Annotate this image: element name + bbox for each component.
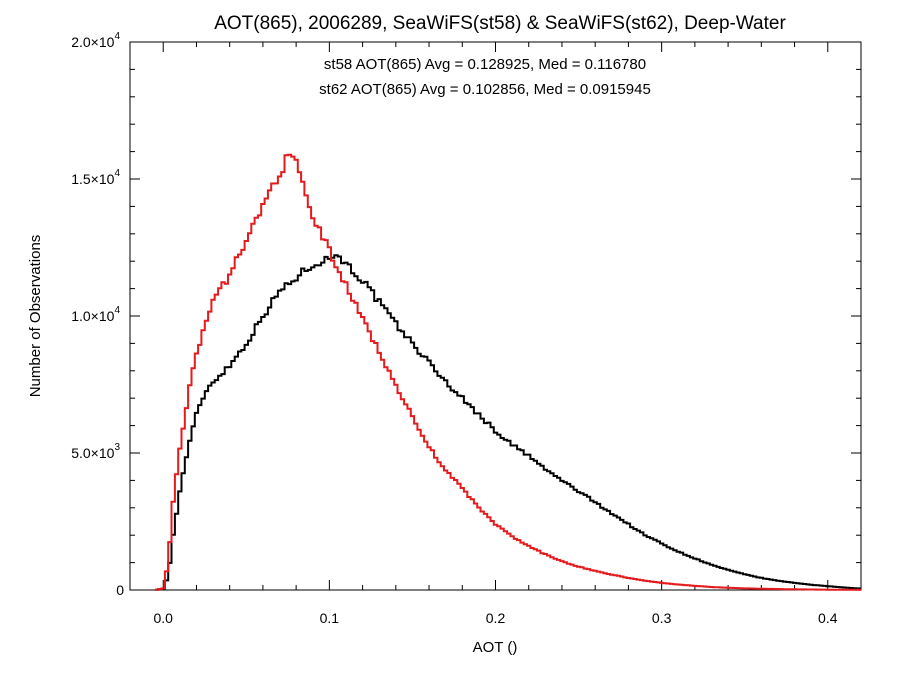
x-tick-label: 0.2 [486, 610, 506, 626]
series-line-1 [154, 153, 861, 591]
y-tick-label: 0 [116, 582, 124, 598]
series-lines [154, 153, 861, 591]
annotation-st58: st58 AOT(865) Avg = 0.128925, Med = 0.11… [324, 56, 646, 73]
series-line-0 [154, 254, 861, 591]
chart-title: AOT(865), 2006289, SeaWiFS(st58) & SeaWi… [214, 13, 786, 34]
plot-frame [129, 41, 862, 591]
annotation-st62: st62 AOT(865) Avg = 0.102856, Med = 0.09… [319, 81, 651, 98]
y-tick-label: 2.0×104 [71, 31, 120, 50]
x-tick-label: 0.4 [818, 610, 838, 626]
y-tick-labels: 0 5.0×103 1.0×104 1.5×104 2.0×104 [71, 31, 124, 598]
x-tick-label: 0.1 [320, 610, 340, 626]
axis-ticks [129, 41, 862, 591]
x-tick-labels: 0.0 0.1 0.2 0.3 0.4 [153, 610, 837, 626]
plot-border [129, 41, 862, 591]
x-tick-label: 0.3 [652, 610, 672, 626]
x-tick-label: 0.0 [153, 610, 173, 626]
y-tick-label: 1.5×104 [71, 168, 120, 187]
y-tick-label: 1.0×104 [71, 305, 120, 324]
x-axis-label: AOT () [473, 639, 518, 656]
y-tick-label: 5.0×103 [71, 442, 120, 461]
y-axis-label: Number of Observations [27, 235, 44, 398]
